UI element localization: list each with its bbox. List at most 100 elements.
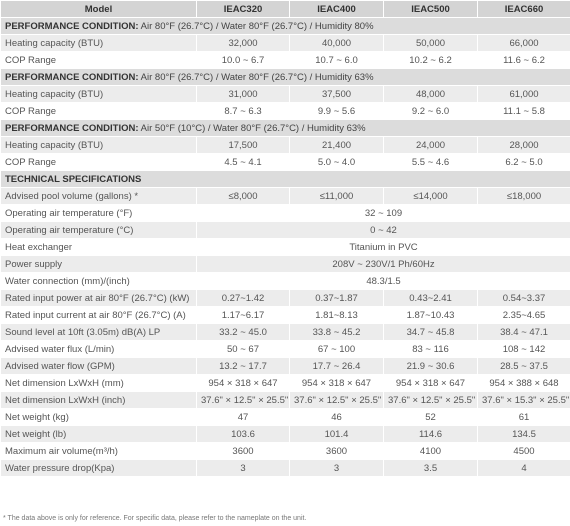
- value-cell: 21,400: [289, 136, 384, 154]
- table-row: Water connection (mm)/(inch) 48.3/1.5: [0, 272, 570, 290]
- table-row: PERFORMANCE CONDITION: Air 50°F (10°C) /…: [0, 119, 570, 137]
- table-row: PERFORMANCE CONDITION: Air 80°F (26.7°C)…: [0, 68, 570, 86]
- section-title: PERFORMANCE CONDITION:: [5, 122, 139, 134]
- header-cell: IEAC500: [383, 0, 478, 18]
- value-cell: 21.9 ~ 30.6: [383, 357, 478, 375]
- row-label: Advised pool volume (gallons) *: [0, 187, 197, 205]
- value-cell: 0.54~3.37: [477, 289, 570, 307]
- row-label: Water connection (mm)/(inch): [0, 272, 197, 290]
- value-cell: 3: [289, 459, 384, 477]
- value-cell: 10.7 ~ 6.0: [289, 51, 384, 69]
- value-cell: 5.5 ~ 4.6: [383, 153, 478, 171]
- section-cell: PERFORMANCE CONDITION: Air 80°F (26.7°C)…: [0, 17, 570, 35]
- value-cell: 0.27~1.42: [196, 289, 290, 307]
- section-title: PERFORMANCE CONDITION:: [5, 20, 139, 32]
- table-row: TECHNICAL SPECIFICATIONS: [0, 170, 570, 188]
- value-cell: 83 ~ 116: [383, 340, 478, 358]
- row-label: Net dimension LxWxH (mm): [0, 374, 197, 392]
- value-cell: 0.43~2.41: [383, 289, 478, 307]
- table-row: Power supply 208V ~ 230V/1 Ph/60Hz: [0, 255, 570, 273]
- row-label: Rated input current at air 80°F (26.7°C)…: [0, 306, 197, 324]
- row-label: Water pressure drop(Kpa): [0, 459, 197, 477]
- table-row: Advised water flow (GPM) 13.2 ~ 17.7 17.7 …: [0, 357, 570, 375]
- value-cell: 46: [289, 408, 384, 426]
- value-cell: 3: [196, 459, 290, 477]
- row-label: Rated input power at air 80°F (26.7°C) (…: [0, 289, 197, 307]
- value-cell: 8.7 ~ 6.3: [196, 102, 290, 120]
- value-cell: 1.17~6.17: [196, 306, 290, 324]
- value-cell: 2.35~4.65: [477, 306, 570, 324]
- section-cell: TECHNICAL SPECIFICATIONS: [0, 170, 570, 188]
- value-cell: 32 ~ 109: [196, 204, 570, 222]
- value-cell: 9.2 ~ 6.0: [383, 102, 478, 120]
- value-cell: 40,000: [289, 34, 384, 52]
- table-row: COP Range 4.5 ~ 4.1 5.0 ~ 4.0 5.5 ~ 4.6 6.2 …: [0, 153, 570, 171]
- row-label: Net weight (lb): [0, 425, 197, 443]
- table-row: Heating capacity (BTU) 17,500 21,400 24,000…: [0, 136, 570, 154]
- value-cell: 4.5 ~ 4.1: [196, 153, 290, 171]
- value-cell: 33.2 ~ 45.0: [196, 323, 290, 341]
- value-cell: 61,000: [477, 85, 570, 103]
- table-row: Net dimension LxWxH (inch) 37.6" × 12.5" …: [0, 391, 570, 409]
- value-cell: 13.2 ~ 17.7: [196, 357, 290, 375]
- value-cell: 17,500: [196, 136, 290, 154]
- footnote: * The data above is only for reference. …: [3, 515, 307, 522]
- row-label: Heating capacity (BTU): [0, 34, 197, 52]
- value-cell: 34.7 ~ 45.8: [383, 323, 478, 341]
- value-cell: 4500: [477, 442, 570, 460]
- row-label: Operating air temperature (°F): [0, 204, 197, 222]
- table-row: COP Range 10.0 ~ 6.7 10.7 ~ 6.0 10.2 ~ 6.2 1…: [0, 51, 570, 69]
- value-cell: 31,000: [196, 85, 290, 103]
- value-cell: 1.87~10.43: [383, 306, 478, 324]
- value-cell: 108 ~ 142: [477, 340, 570, 358]
- table-row: Heating capacity (BTU) 31,000 37,500 48,000…: [0, 85, 570, 103]
- table-row: Net weight (lb) 103.6 101.4 114.6 134.5: [0, 425, 570, 443]
- value-cell: 37.6" × 12.5" × 25.5": [196, 391, 290, 409]
- section-condition: Air 80°F (26.7°C) / Water 80°F (26.7°C) …: [140, 20, 374, 32]
- section-cell: PERFORMANCE CONDITION: Air 50°F (10°C) /…: [0, 119, 570, 137]
- row-label: COP Range: [0, 153, 197, 171]
- value-cell: 10.2 ~ 6.2: [383, 51, 478, 69]
- value-cell: 208V ~ 230V/1 Ph/60Hz: [196, 255, 570, 273]
- section-title: TECHNICAL SPECIFICATIONS: [5, 173, 142, 185]
- table-row: PERFORMANCE CONDITION: Air 80°F (26.7°C)…: [0, 17, 570, 35]
- value-cell: 4100: [383, 442, 478, 460]
- value-cell: 3600: [196, 442, 290, 460]
- value-cell: 37.6" × 12.5" × 25.5": [383, 391, 478, 409]
- value-cell: ≤14,000: [383, 187, 478, 205]
- value-cell: 66,000: [477, 34, 570, 52]
- header-cell: Model: [0, 0, 197, 18]
- value-cell: 5.0 ~ 4.0: [289, 153, 384, 171]
- table-row: Rated input current at air 80°F (26.7°C)…: [0, 306, 570, 324]
- value-cell: 1.81~8.13: [289, 306, 384, 324]
- value-cell: ≤11,000: [289, 187, 384, 205]
- table-row: Heat exchanger Titanium in PVC: [0, 238, 570, 256]
- row-label: Heating capacity (BTU): [0, 85, 197, 103]
- value-cell: 28.5 ~ 37.5: [477, 357, 570, 375]
- table-row: Maximum air volume(m³/h) 3600 3600 4100 4500: [0, 442, 570, 460]
- table-row: Operating air temperature (°C) 0 ~ 42: [0, 221, 570, 239]
- table-row: Rated input power at air 80°F (26.7°C) (…: [0, 289, 570, 307]
- value-cell: 48,000: [383, 85, 478, 103]
- value-cell: 32,000: [196, 34, 290, 52]
- row-label: Maximum air volume(m³/h): [0, 442, 197, 460]
- value-cell: 33.8 ~ 45.2: [289, 323, 384, 341]
- value-cell: 0 ~ 42: [196, 221, 570, 239]
- header-row: Model IEAC320 IEAC400 IEAC500 IEAC660: [0, 0, 570, 18]
- value-cell: 0.37~1.87: [289, 289, 384, 307]
- value-cell: 9.9 ~ 5.6: [289, 102, 384, 120]
- row-label: Operating air temperature (°C): [0, 221, 197, 239]
- value-cell: 114.6: [383, 425, 478, 443]
- value-cell: 28,000: [477, 136, 570, 154]
- value-cell: 954 × 318 × 647: [383, 374, 478, 392]
- table-row: Operating air temperature (°F) 32 ~ 109: [0, 204, 570, 222]
- row-label: Heating capacity (BTU): [0, 136, 197, 154]
- value-cell: 24,000: [383, 136, 478, 154]
- table-row: Advised pool volume (gallons) * ≤8,000 ≤11…: [0, 187, 570, 205]
- value-cell: 3.5: [383, 459, 478, 477]
- table-row: Heating capacity (BTU) 32,000 40,000 50,000…: [0, 34, 570, 52]
- section-cell: PERFORMANCE CONDITION: Air 80°F (26.7°C)…: [0, 68, 570, 86]
- row-label: COP Range: [0, 102, 197, 120]
- value-cell: 48.3/1.5: [196, 272, 570, 290]
